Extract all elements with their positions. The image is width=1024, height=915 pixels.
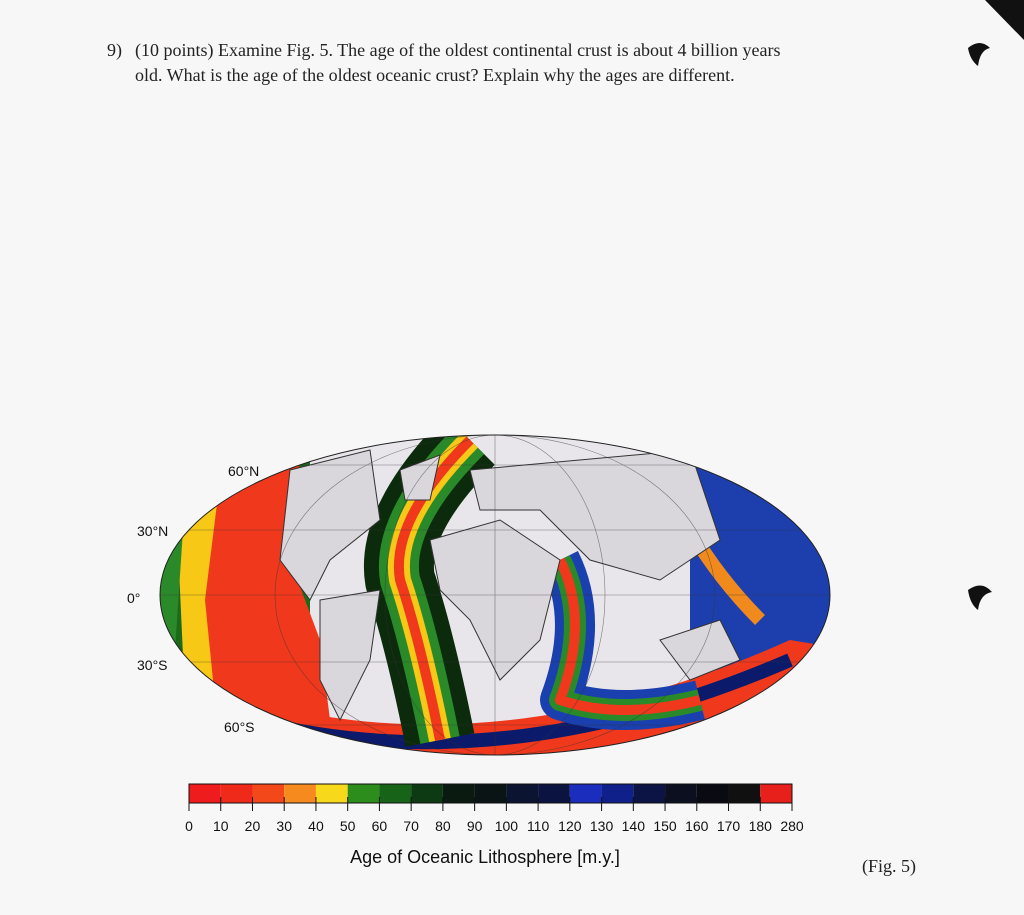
colorbar-segment: [633, 784, 666, 803]
corner-shadow: [985, 0, 1024, 40]
colorbar-tick-label: 130: [590, 818, 614, 834]
latitude-label: 0°: [127, 590, 140, 606]
colorbar-tick-label: 80: [435, 818, 451, 834]
colorbar-segment: [474, 784, 507, 803]
colorbar-segment: [411, 784, 443, 803]
colorbar-tick-label: 30: [276, 818, 292, 834]
colorbar-segment: [252, 784, 285, 803]
colorbar-segment: [696, 784, 729, 803]
figure-caption: (Fig. 5): [862, 856, 916, 877]
colorbar-tick-label: 170: [717, 818, 741, 834]
colorbar-segment: [220, 784, 253, 803]
colorbar-title: Age of Oceanic Lithosphere [m.y.]: [350, 847, 620, 867]
colorbar-segment: [379, 784, 412, 803]
colorbar-tick-label: 20: [245, 818, 261, 834]
question-number: 9): [107, 40, 122, 61]
colorbar-tick-label: 120: [558, 818, 582, 834]
colorbar-tick-label: 150: [653, 818, 677, 834]
colorbar-segment: [284, 784, 316, 803]
colorbar-segment: [569, 784, 602, 803]
colorbar-tick-label: 280: [780, 818, 804, 834]
colorbar-segment: [315, 784, 348, 803]
colorbar-segment: [442, 784, 475, 803]
latitude-label: 60°S: [224, 719, 255, 735]
colorbar-segment: [601, 784, 634, 803]
colorbar-tick-label: 160: [685, 818, 709, 834]
colorbar-tick-label: 0: [185, 818, 193, 834]
question-text: old. What is the age of the oldest ocean…: [135, 65, 735, 85]
colorbar-tick-label: 110: [527, 818, 550, 834]
hole-punch: [968, 585, 992, 610]
colorbar-segment: [347, 784, 380, 803]
colorbar-tick-label: 180: [749, 818, 773, 834]
colorbar-frame: [188, 783, 793, 804]
latitude-label: 60°N: [228, 463, 259, 479]
colorbar-segment: [506, 784, 539, 803]
latitude-label: 30°S: [137, 657, 168, 673]
colorbar-tick-label: 10: [213, 818, 229, 834]
colorbar-segment: [189, 784, 221, 803]
colorbar: 0 10 20 30 40 50 60 70 80 90 100 110 120 130 140 150 160…: [185, 783, 804, 834]
colorbar-tick-label: 60: [372, 818, 388, 834]
colorbar-segment: [760, 784, 792, 803]
hole-punch: [968, 43, 990, 66]
latitude-label: 30°N: [137, 523, 168, 539]
colorbar-segment: [665, 784, 697, 803]
colorbar-tick-label: 140: [622, 818, 646, 834]
colorbar-segment: [728, 784, 761, 803]
colorbar-tick-label: 90: [467, 818, 483, 834]
question-text: (10 points) Examine Fig. 5. The age of t…: [135, 40, 781, 61]
colorbar-tick-label: 100: [495, 818, 519, 834]
colorbar-tick-label: 70: [403, 818, 419, 834]
colorbar-segment: [538, 784, 570, 803]
colorbar-tick-label: 50: [340, 818, 356, 834]
map-outline: [159, 434, 831, 756]
colorbar-tick-label: 40: [308, 818, 324, 834]
